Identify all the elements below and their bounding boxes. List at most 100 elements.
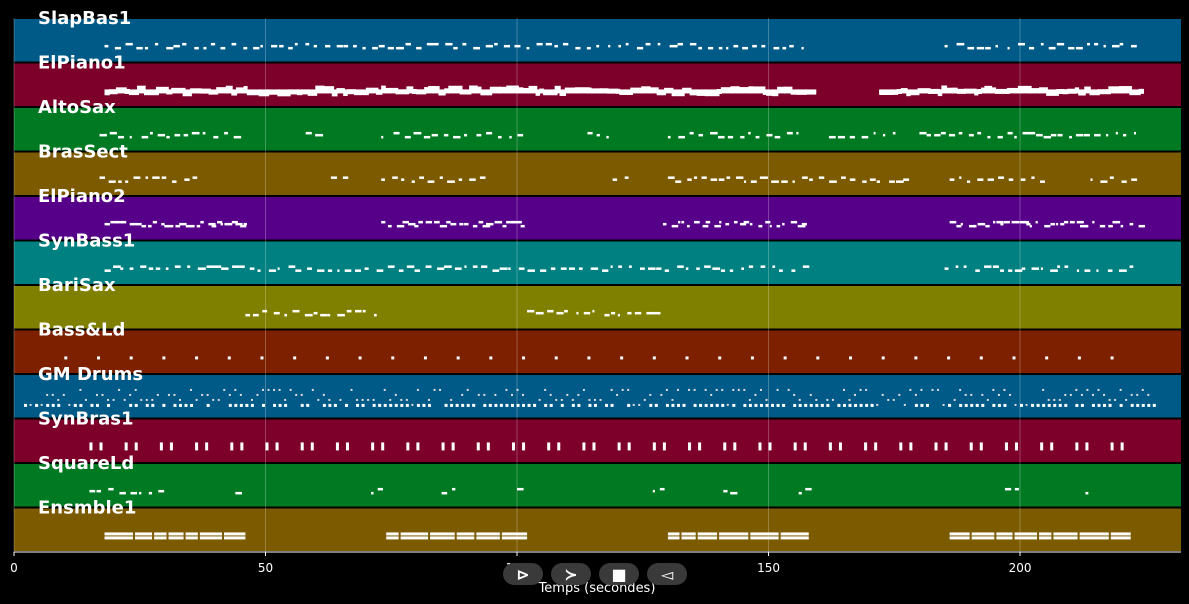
note-mark [544,388,547,391]
note-mark [112,398,115,401]
note-mark [941,85,948,91]
note-mark [732,388,735,391]
note-mark [185,532,198,536]
note-mark [984,85,993,91]
note-mark [317,398,320,401]
note-mark [750,180,757,183]
note-mark [721,403,725,407]
note-mark [503,44,511,48]
note-mark [257,269,261,272]
x-tick-label: 0 [10,561,18,575]
note-mark [353,44,357,48]
note-mark [1096,269,1099,272]
note-mark [201,393,204,396]
note-mark [451,442,455,451]
note-mark [499,267,508,270]
note-mark [593,398,596,401]
note-mark [752,86,766,92]
note-mark [730,491,738,495]
note-mark [461,393,464,396]
note-mark [506,89,519,94]
note-mark [350,388,353,391]
note-mark [393,131,400,135]
note-mark [841,176,846,179]
note-mark [104,222,110,226]
note-mark [1017,85,1032,91]
note-mark [461,403,465,407]
note-mark [252,313,259,317]
note-mark [980,89,986,94]
note-mark [437,267,445,270]
track-band [14,286,1181,329]
note-mark [190,403,194,407]
note-mark [476,536,500,540]
note-mark [1129,222,1134,226]
note-mark [295,269,302,272]
note-mark [426,42,435,46]
note-mark [676,403,680,407]
note-mark [544,403,548,407]
note-mark [612,178,618,181]
note-mark [973,224,977,228]
note-mark [416,403,420,407]
note-mark [230,442,234,451]
note-mark [239,393,242,396]
note-mark [740,135,745,139]
note-mark [79,403,83,407]
note-mark [702,224,709,228]
note-mark [134,403,138,407]
play-button[interactable]: ⊳ [503,563,543,585]
note-mark [1130,393,1133,396]
note-mark [596,133,600,137]
note-mark [786,131,793,135]
note-mark [232,265,240,268]
forward-button[interactable]: ≻ [551,563,591,585]
note-mark [1036,133,1043,137]
note-mark [337,313,345,317]
note-mark [665,388,668,391]
note-mark [208,89,219,94]
note-mark [887,398,890,401]
note-mark [1078,89,1086,94]
note-mark [964,89,977,94]
note-mark [1109,176,1114,179]
note-mark [108,487,114,491]
note-mark [869,178,876,181]
note-mark [583,311,591,315]
note-mark [849,356,853,360]
note-mark [400,532,429,536]
note-mark [486,442,490,451]
note-mark [610,388,613,391]
note-mark [287,89,300,94]
stop-button[interactable]: ■ [599,563,639,585]
note-mark [1133,131,1137,135]
note-mark [557,442,561,451]
back-button[interactable]: ◅ [647,563,687,585]
note-mark [754,403,758,407]
note-mark [649,393,652,396]
note-mark [664,269,670,272]
note-mark [992,265,999,268]
note-mark [328,403,332,407]
note-mark [307,89,318,94]
note-mark [560,267,567,270]
note-mark [971,532,995,536]
note-mark [671,224,679,228]
note-mark [430,532,455,536]
note-mark [1056,222,1059,226]
note-mark [501,532,528,536]
note-mark [90,403,94,407]
note-mark [315,133,324,137]
note-mark [1079,532,1109,536]
note-mark [423,135,431,139]
track-label: GM Drums [38,364,143,385]
note-mark [208,222,216,226]
note-mark [705,220,711,224]
note-mark [494,403,498,407]
note-mark [260,44,263,48]
note-mark [590,89,602,94]
note-mark [389,398,392,401]
note-mark [494,220,503,224]
note-mark [183,133,189,137]
note-mark [1120,224,1124,228]
